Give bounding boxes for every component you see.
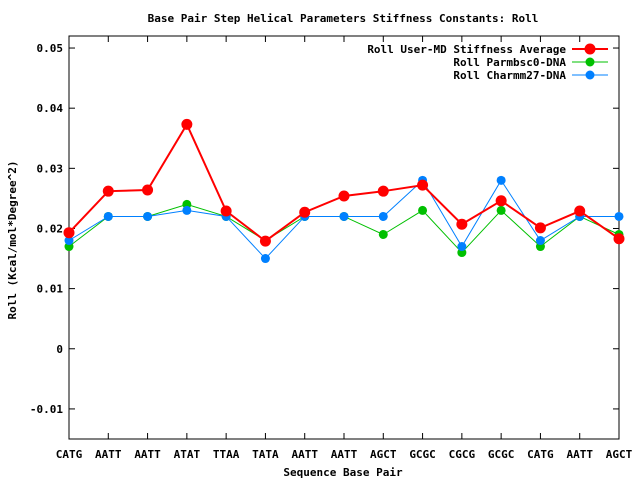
data-point (338, 190, 350, 202)
legend-item: Roll Parmbsc0-DNA (453, 56, 608, 69)
x-tick-label: CATG (56, 448, 83, 461)
y-tick-label: 0.03 (37, 162, 64, 175)
y-axis-label: Roll (Kcal/mol*Degree^2) (6, 161, 19, 320)
legend-marker (585, 70, 595, 80)
y-tick-label: 0.01 (37, 283, 64, 296)
series-0 (63, 118, 625, 247)
data-point (142, 184, 154, 196)
legend-marker (585, 57, 595, 67)
data-point (417, 179, 429, 191)
data-point (378, 229, 388, 239)
x-tick-label: AATT (95, 448, 122, 461)
plot-frame (68, 35, 620, 440)
x-tick-label: GCGC (409, 448, 436, 461)
x-tick-label: AATT (566, 448, 593, 461)
data-point (102, 185, 114, 197)
data-point (63, 227, 75, 239)
data-point (574, 205, 586, 217)
data-point (613, 233, 625, 245)
x-tick-label: GCGC (488, 448, 515, 461)
y-tick-label: 0.04 (37, 102, 64, 115)
data-point (496, 175, 506, 185)
y-tick-label: 0 (56, 343, 63, 356)
data-point (339, 211, 349, 221)
x-tick-label: ATAT (174, 448, 201, 461)
data-point (496, 205, 506, 215)
legend-item: Roll User-MD Stiffness Average (367, 43, 608, 56)
legend-label: Roll Charmm27-DNA (453, 69, 566, 82)
y-tick-label: 0.05 (37, 42, 64, 55)
data-point (220, 205, 232, 217)
data-point (495, 195, 507, 207)
x-tick-label: TTAA (213, 448, 240, 461)
data-point (64, 236, 74, 246)
x-tick-label: AGCT (370, 448, 397, 461)
data-point (457, 242, 467, 252)
y-tick-label: -0.01 (30, 403, 63, 416)
data-point (143, 211, 153, 221)
data-point (534, 222, 546, 234)
data-point (260, 254, 270, 264)
data-point (456, 218, 468, 230)
data-point (181, 118, 193, 130)
legend-label: Roll Parmbsc0-DNA (453, 56, 566, 69)
x-tick-label: CGCG (449, 448, 476, 461)
chart-title: Base Pair Step Helical Parameters Stiffn… (148, 12, 539, 25)
data-point (103, 211, 113, 221)
x-tick-label: AGCT (606, 448, 633, 461)
data-point (182, 205, 192, 215)
y-tick-label: 0.02 (37, 222, 64, 235)
data-point (259, 235, 271, 247)
legend-item: Roll Charmm27-DNA (453, 69, 608, 82)
x-tick-label: AATT (291, 448, 318, 461)
series-line (68, 122, 620, 243)
x-tick-label: AATT (134, 448, 161, 461)
legend-label: Roll User-MD Stiffness Average (367, 43, 566, 56)
x-tick-label: CATG (527, 448, 554, 461)
x-tick-label: TATA (252, 448, 279, 461)
data-point (299, 206, 311, 218)
data-point (535, 236, 545, 246)
data-point (377, 185, 389, 197)
legend-marker (584, 43, 596, 55)
x-tick-label: AATT (331, 448, 358, 461)
data-point (418, 205, 428, 215)
data-point (614, 211, 624, 221)
x-axis-label: Sequence Base Pair (283, 466, 403, 479)
data-point (378, 211, 388, 221)
